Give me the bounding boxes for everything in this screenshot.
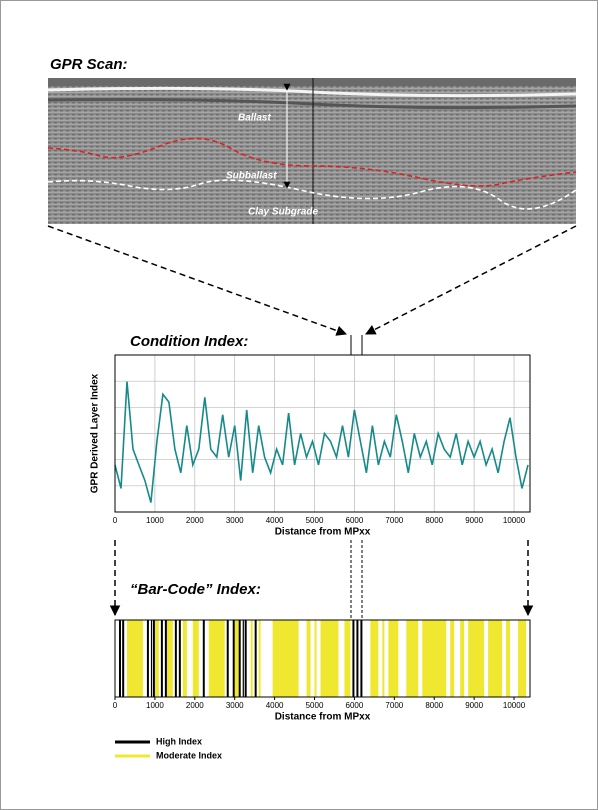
bar-code-bar <box>193 620 199 697</box>
bar-code-bar <box>468 620 484 697</box>
bar-code-bar <box>243 620 244 697</box>
bar-code-bar <box>259 620 261 697</box>
bar-code-bar <box>356 620 358 697</box>
bar-code-bar <box>183 620 187 697</box>
bar-code-bar <box>344 620 350 697</box>
x-tick-label: 7000 <box>385 516 403 525</box>
bar-code-bar <box>255 620 257 697</box>
bar-code-bar <box>352 620 354 697</box>
x-tick-label: 5000 <box>306 701 324 710</box>
bar-code-bar <box>251 620 253 697</box>
x-axis-label: Distance from MPxx <box>275 712 371 723</box>
bar-code-bar <box>233 620 235 697</box>
x-tick-label: 9000 <box>465 701 483 710</box>
x-tick-label: 1000 <box>146 516 164 525</box>
layer-label: Subballast <box>226 171 277 182</box>
y-axis-label: GPR Derived Layer Index <box>90 373 101 493</box>
bar-code-bar <box>488 620 502 697</box>
bar-code-bar <box>239 620 241 697</box>
bar-code-bar <box>422 620 446 697</box>
bar-code-bar <box>506 620 510 697</box>
bar-code-bar <box>460 620 464 697</box>
x-tick-label: 4000 <box>266 516 284 525</box>
bar-code-bar <box>321 620 339 697</box>
x-tick-label: 10000 <box>503 701 526 710</box>
bar-code-bar <box>388 620 398 697</box>
x-tick-label: 1000 <box>146 701 164 710</box>
x-tick-label: 3000 <box>226 701 244 710</box>
layer-label: Ballast <box>238 113 271 124</box>
legend-label: Moderate Index <box>156 750 222 760</box>
bar-code-bar <box>153 620 155 697</box>
bar-code-bar <box>450 620 454 697</box>
x-tick-label: 2000 <box>186 701 204 710</box>
gpr-image <box>48 78 576 224</box>
bar-code-bar <box>370 620 378 697</box>
x-tick-label: 7000 <box>385 701 403 710</box>
legend-label: High Index <box>156 736 202 746</box>
x-tick-label: 3000 <box>226 516 244 525</box>
bar-code-bar <box>307 620 311 697</box>
chart-title: “Bar-Code” Index: <box>130 581 261 598</box>
x-tick-label: 10000 <box>503 516 526 525</box>
chart-title: Condition Index: <box>130 333 248 350</box>
x-tick-label: 9000 <box>465 516 483 525</box>
bar-code-bar <box>161 620 163 697</box>
bar-code-bar <box>179 620 181 697</box>
bar-code-bar <box>382 620 384 697</box>
bar-code-bar <box>245 620 247 697</box>
bar-code-bar <box>165 620 167 697</box>
bar-code-bar <box>147 620 149 697</box>
x-axis-label: Distance from MPxx <box>275 527 371 538</box>
x-tick-label: 0 <box>113 516 118 525</box>
bar-code-bar <box>203 620 205 697</box>
bar-code-bar <box>151 620 152 697</box>
bar-code-bar <box>273 620 299 697</box>
bar-code-bar <box>209 620 225 697</box>
bar-code-bar <box>227 620 229 697</box>
x-tick-label: 4000 <box>266 701 284 710</box>
bar-code-bar <box>122 620 124 697</box>
bar-code-bar <box>235 620 239 697</box>
layer-label: Clay Subgrade <box>248 207 318 218</box>
bar-code-bar <box>119 620 121 697</box>
x-tick-label: 5000 <box>306 516 324 525</box>
bar-code-bar <box>360 620 362 697</box>
x-tick-label: 8000 <box>425 701 443 710</box>
bar-code-bar <box>127 620 143 697</box>
x-tick-label: 8000 <box>425 516 443 525</box>
bar-code-bar <box>167 620 173 697</box>
bar-code-bar <box>175 620 177 697</box>
page: GPR Scan: Ballast Subballast Clay Subgra… <box>0 0 598 810</box>
bar-code-bar <box>406 620 418 697</box>
x-tick-label: 0 <box>113 701 118 710</box>
bar-code-bar <box>315 620 317 697</box>
x-tick-label: 6000 <box>346 701 364 710</box>
bar-code-bar <box>155 620 159 697</box>
x-tick-label: 2000 <box>186 516 204 525</box>
bar-code-bar <box>518 620 526 697</box>
x-tick-label: 6000 <box>346 516 364 525</box>
gpr-title: GPR Scan: <box>50 56 128 73</box>
